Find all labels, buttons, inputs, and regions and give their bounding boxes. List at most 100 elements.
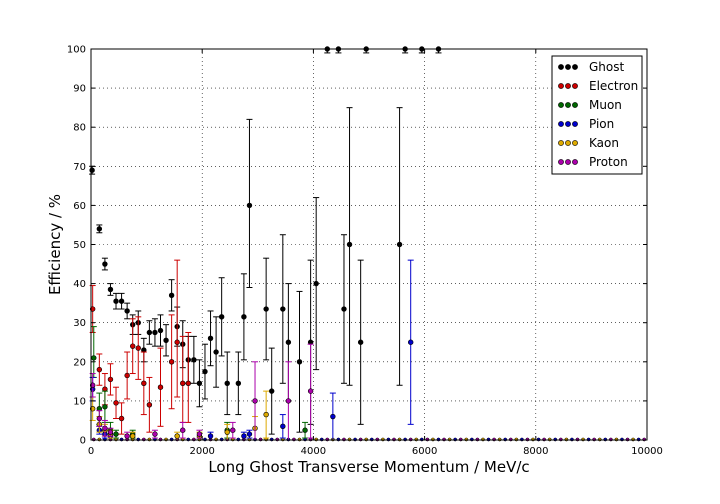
y-tick-label: 50 [73, 240, 86, 251]
data-point [285, 398, 292, 404]
series-electron [89, 259, 192, 435]
data-point [346, 241, 353, 248]
series-ghost [89, 46, 442, 435]
data-point [302, 427, 308, 433]
data-point [113, 400, 119, 406]
data-point [263, 306, 269, 312]
y-tick-label: 60 [73, 201, 86, 212]
data-point [230, 427, 236, 433]
legend-label: Electron [589, 79, 638, 93]
legend-marker [565, 102, 571, 108]
legend-label: Muon [589, 98, 622, 112]
x-tick-label: 4000 [301, 446, 326, 457]
data-point [246, 202, 253, 209]
data-point [96, 366, 103, 373]
data-point [191, 357, 197, 363]
data-point [102, 425, 108, 431]
data-point [107, 429, 114, 435]
data-point [180, 380, 186, 387]
data-point [135, 345, 141, 351]
legend-marker [558, 64, 564, 70]
legend-label: Proton [589, 155, 628, 169]
legend-marker [572, 83, 578, 89]
data-point [341, 306, 347, 312]
data-point [130, 433, 136, 439]
data-point [146, 402, 153, 408]
series-proton [89, 343, 314, 441]
data-series [89, 46, 442, 441]
data-point [96, 415, 103, 422]
data-point [152, 329, 158, 336]
data-point [252, 398, 258, 404]
data-point [313, 280, 319, 287]
data-point [246, 431, 253, 437]
data-point [269, 388, 275, 394]
data-point [141, 380, 147, 387]
legend-marker [558, 83, 564, 89]
legend-marker [565, 140, 571, 146]
y-tick-label: 0 [80, 436, 86, 447]
data-point [168, 359, 175, 365]
data-point [157, 327, 164, 334]
legend-label: Ghost [589, 60, 624, 74]
legend-marker [572, 159, 578, 165]
x-tick-label: 10000 [631, 446, 663, 457]
y-tick-label: 40 [73, 279, 86, 290]
x-tick-label: 6000 [412, 446, 437, 457]
data-point [396, 241, 403, 248]
data-point [196, 380, 203, 387]
legend-label: Pion [589, 117, 614, 131]
data-point [130, 343, 136, 349]
data-point [241, 314, 247, 320]
data-point [235, 380, 242, 387]
data-point [224, 429, 230, 435]
data-point [113, 431, 119, 437]
legend-marker [572, 121, 578, 127]
legend: Ghost Electron Muon Pion Kaon Proton [551, 55, 643, 175]
legend-marker [565, 83, 571, 89]
data-point [107, 376, 114, 383]
x-tick-label: 0 [88, 446, 94, 457]
y-tick-label: 90 [73, 84, 86, 95]
data-point [124, 372, 130, 379]
data-point [102, 261, 108, 267]
legend-marker [558, 140, 564, 146]
data-point [163, 337, 169, 343]
legend-marker [558, 102, 564, 108]
data-point [408, 339, 414, 345]
data-point [207, 335, 214, 342]
data-point [196, 431, 203, 437]
data-point [213, 349, 219, 355]
data-point [89, 167, 95, 173]
data-point [218, 314, 225, 320]
data-point [174, 339, 180, 345]
data-point [180, 427, 186, 433]
data-point [263, 411, 269, 418]
legend-label: Kaon [589, 136, 619, 150]
data-point [91, 355, 97, 361]
data-point [152, 431, 158, 437]
y-tick-label: 20 [73, 357, 86, 368]
x-axis-title: Long Ghost Transverse Momentum / MeV/c [208, 458, 529, 476]
legend-marker [572, 102, 578, 108]
data-point [124, 308, 130, 314]
data-point [146, 329, 153, 336]
data-point [174, 433, 180, 439]
axis-ticks: 0 2000 4000 6000 8000 10000 0 10 20 30 40 50 60 70 80 9… [67, 45, 663, 458]
x-tick-label: 2000 [189, 446, 214, 457]
data-point [113, 298, 119, 304]
data-point [185, 380, 192, 387]
data-point [107, 286, 114, 293]
legend-marker [558, 121, 564, 127]
data-point [102, 404, 108, 410]
y-tick-label: 30 [73, 318, 86, 329]
legend-marker [565, 64, 571, 70]
data-point [280, 306, 286, 312]
data-point [285, 339, 292, 345]
data-point [241, 433, 247, 439]
data-point [118, 415, 125, 422]
data-point [207, 433, 214, 439]
data-point [96, 226, 103, 232]
data-point [357, 339, 364, 345]
